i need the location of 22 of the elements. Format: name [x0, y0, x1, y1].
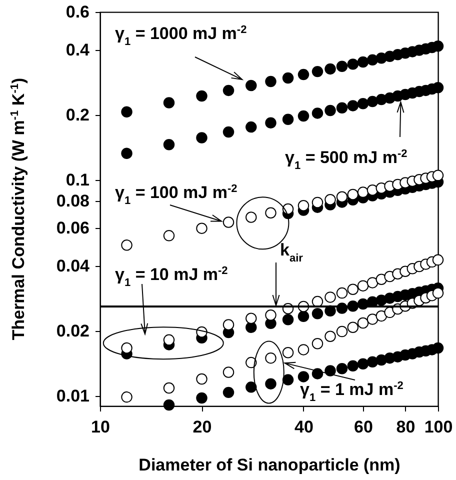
y-tick-label: 0.08	[56, 192, 90, 211]
y-tick-label: 0.1	[66, 170, 90, 190]
annotation: γ$_{1}$ = 500 mJ m$^{-2}$	[285, 148, 408, 172]
x-tick-label: 20	[192, 418, 212, 436]
y-tick-label: 0.6	[66, 2, 90, 22]
y-tick-label: 0.4	[66, 40, 90, 60]
y-tick-label: 0.06	[56, 218, 90, 238]
x-tick-label: 10	[91, 418, 110, 436]
x-tick-label: 100	[424, 418, 453, 436]
annotation: γ$_{1}$ = 100 mJ m$^{-2}$	[115, 183, 238, 207]
y-tick-label: 0.01	[56, 386, 90, 406]
x-axis-title: Diameter of Si nanoparticle (nm)	[138, 456, 400, 474]
annotation: γ$_{1}$ = 1000 mJ m$^{-2}$	[115, 24, 247, 48]
y-tick-label: 0.02	[56, 322, 90, 341]
annotation: γ$_{1}$ = 10 mJ m$^{-2}$	[115, 265, 228, 289]
annotation: γ$_{1}$ = 1 mJ m$^{-2}$	[300, 380, 404, 404]
y-tick-label: 0.2	[66, 106, 90, 125]
x-tick-label: 40	[294, 418, 314, 436]
ref-line-label: k$_{air}$	[280, 240, 304, 264]
x-tick-label: 60	[354, 418, 373, 436]
x-tick-label: 80	[396, 418, 416, 436]
y-tick-label: 0.04	[56, 256, 90, 276]
